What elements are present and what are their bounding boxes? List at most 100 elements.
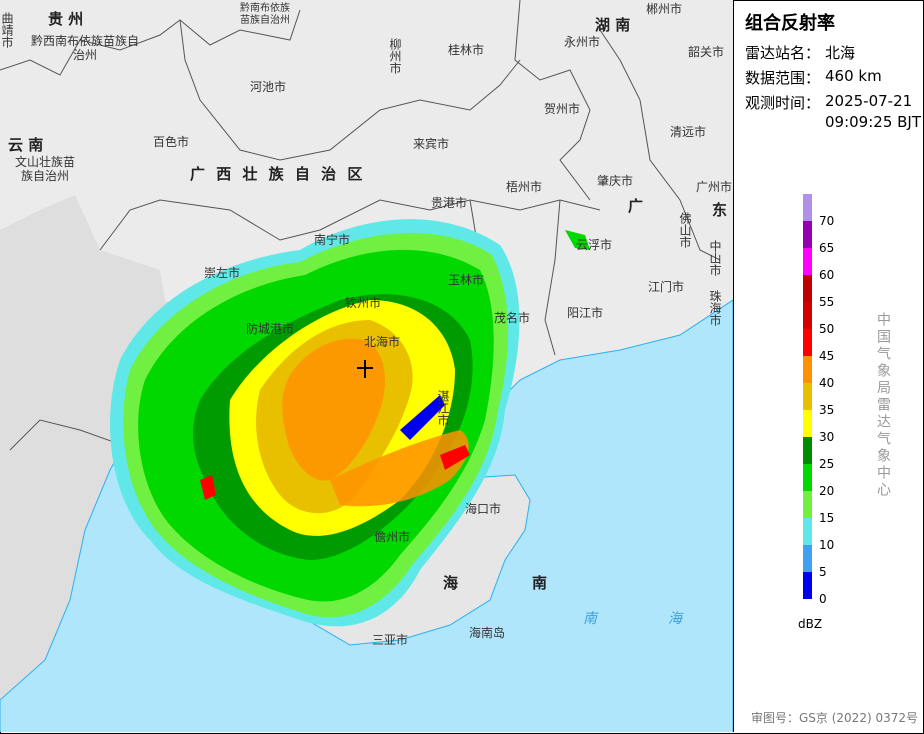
legend-color-block	[803, 410, 812, 437]
legend-color-block	[803, 302, 812, 329]
place-label: 广州市	[696, 180, 733, 194]
place-label: 韶关市	[688, 45, 725, 59]
place-label: 黔南布依族苗族自治州	[240, 3, 290, 26]
legend-tick-label: 20	[819, 484, 835, 498]
place-label: 三亚市	[372, 633, 409, 647]
range-label: 数据范围：	[745, 69, 821, 87]
legend-color-block	[803, 329, 812, 356]
legend-color-block	[803, 383, 812, 410]
legend-tick-label: 5	[819, 565, 827, 579]
legend-tick-label: 50	[819, 322, 835, 336]
province-label: 南	[532, 574, 548, 592]
credit-text: 中国气象局雷达气象中心	[875, 312, 891, 499]
place-label: 南宁市	[314, 233, 351, 247]
time-value: 09:09:25 BJT	[825, 113, 922, 131]
sea-label: 南	[583, 611, 597, 627]
legend-tick-label: 65	[819, 241, 835, 255]
radar-station-marker	[357, 360, 373, 378]
legend-tick-label: 40	[819, 376, 835, 390]
place-label: 河池市	[250, 80, 287, 94]
place-label: 崇左市	[204, 266, 241, 280]
place-label: 贺州市	[544, 102, 581, 116]
place-label: 玉林市	[448, 273, 485, 287]
info-panel: 组合反射率 雷达站名： 北海 数据范围： 460 km 观测时间： 2025-0…	[735, 0, 922, 732]
product-title: 组合反射率	[745, 13, 835, 34]
echo-orange-band	[330, 430, 469, 507]
map-approval-number: 审图号：GS京 (2022) 0372号	[751, 711, 918, 725]
time-label: 观测时间：	[745, 94, 821, 112]
echo-orange	[282, 338, 385, 481]
place-label: 北海市	[364, 335, 401, 349]
place-label: 钦州市	[345, 296, 382, 310]
legend-color-block	[803, 545, 812, 572]
place-label: 中山市	[708, 240, 722, 276]
legend-color-block	[803, 248, 812, 275]
legend-color-block	[803, 275, 812, 302]
province-label: 广 西 壮 族 自 治 区	[190, 165, 363, 183]
legend-color-block	[803, 464, 812, 491]
place-label: 贵港市	[431, 196, 468, 210]
province-label: 广	[628, 197, 644, 215]
radar-echo	[110, 219, 590, 627]
date-value: 2025-07-21	[825, 92, 913, 110]
place-label: 来宾市	[413, 137, 450, 151]
range-row: 数据范围： 460 km	[745, 67, 882, 88]
place-label: 郴州市	[646, 2, 683, 16]
legend-color-block	[803, 437, 812, 464]
legend-tick-label: 70	[819, 214, 835, 228]
echo-blue-band	[400, 395, 445, 440]
place-label: 永州市	[564, 35, 601, 49]
place-label: 柳州市	[388, 38, 402, 74]
station-value: 北海	[825, 44, 856, 62]
legend-tick-label: 55	[819, 295, 835, 309]
place-label: 桂林市	[448, 43, 485, 57]
legend-color-block	[803, 194, 812, 221]
place-label: 阳江市	[567, 306, 604, 320]
sea-label: 海	[668, 611, 682, 627]
radar-map[interactable]: 贵 州 湖 南 云 南 广 西 壮 族 自 治 区 广 东 海 南 南 海 曲靖…	[0, 0, 734, 732]
province-label: 东	[712, 201, 728, 219]
legend-tick-label: 0	[819, 592, 827, 606]
province-label: 贵 州	[48, 10, 84, 28]
place-label: 江门市	[648, 280, 685, 294]
map-canvas	[0, 0, 733, 732]
station-row: 雷达站名： 北海	[745, 42, 855, 63]
legend-color-block	[803, 572, 812, 599]
place-label: 肇庆市	[597, 174, 634, 188]
station-label: 雷达站名：	[745, 44, 821, 62]
place-label: 茂名市	[494, 311, 531, 325]
legend-color-block	[803, 221, 812, 248]
place-label: 梧州市	[506, 180, 543, 194]
place-label: 儋州市	[374, 530, 411, 544]
place-label: 海南岛	[469, 626, 506, 640]
place-label: 海口市	[465, 502, 502, 516]
color-legend	[803, 194, 812, 599]
place-label: 百色市	[153, 135, 190, 149]
time-row: 观测时间： 2025-07-21	[745, 92, 912, 113]
legend-color-block	[803, 518, 812, 545]
legend-unit: dBZ	[798, 617, 823, 631]
place-label: 珠海市	[708, 290, 722, 326]
legend-color-block	[803, 356, 812, 383]
legend-tick-label: 45	[819, 349, 835, 363]
place-label: 曲靖市	[0, 12, 14, 48]
place-label: 云浮市	[576, 238, 613, 252]
echo-red-core	[440, 445, 470, 470]
legend-tick-label: 60	[819, 268, 835, 282]
place-label: 湛江市	[436, 390, 450, 426]
place-label: 佛山市	[678, 212, 692, 248]
place-label: 清远市	[670, 125, 707, 139]
legend-tick-label: 25	[819, 457, 835, 471]
echo-red-core-2	[200, 475, 216, 500]
legend-tick-label: 30	[819, 430, 835, 444]
legend-tick-label: 15	[819, 511, 835, 525]
legend-tick-label: 10	[819, 538, 835, 552]
legend-tick-label: 35	[819, 403, 835, 417]
legend-color-block	[803, 491, 812, 518]
place-label: 黔西南布依族苗族自治州	[30, 34, 139, 62]
range-value: 460 km	[825, 67, 882, 85]
province-label: 湖 南	[595, 16, 631, 34]
echo-yunfu	[565, 230, 590, 250]
place-label: 防城港市	[246, 322, 295, 336]
place-label: 文山壮族苗族自治州	[14, 155, 75, 183]
